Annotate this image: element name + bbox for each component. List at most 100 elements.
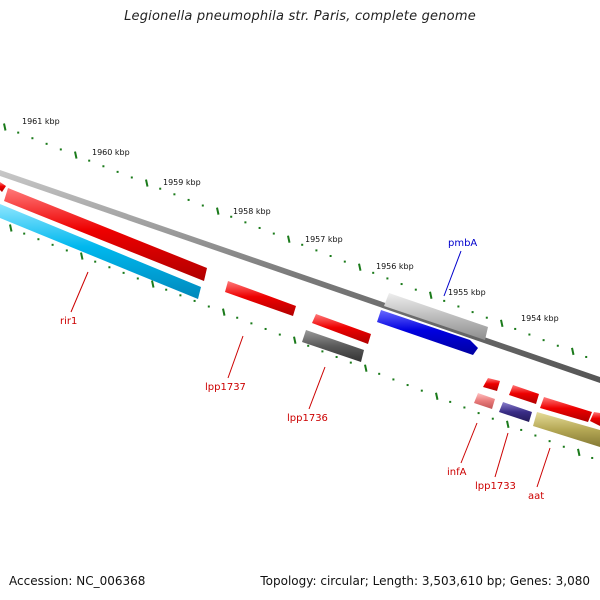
gene-labels: rir1 lpp1737 lpp1736 pmbA infA lpp1733 a… bbox=[60, 238, 544, 502]
tick-minor bbox=[406, 384, 409, 387]
gene-arrow-red[interactable] bbox=[225, 281, 296, 316]
tick-minor bbox=[548, 440, 551, 443]
tick-major bbox=[358, 263, 362, 271]
kbp-label: 1958 kbp bbox=[233, 207, 271, 216]
tick-major bbox=[145, 179, 149, 187]
tick-minor bbox=[37, 238, 40, 241]
tick-minor bbox=[31, 137, 34, 140]
gene-arrow-blue[interactable] bbox=[377, 310, 478, 355]
tick-minor bbox=[207, 305, 210, 308]
tick-minor bbox=[59, 148, 62, 151]
tick-major bbox=[506, 420, 510, 429]
tick-minor bbox=[528, 333, 531, 336]
tick-minor bbox=[392, 378, 395, 381]
tick-minor bbox=[514, 327, 517, 330]
leader-line bbox=[227, 335, 244, 379]
tick-major bbox=[364, 364, 368, 372]
leader-line bbox=[536, 447, 551, 488]
kbp-label: 1960 kbp bbox=[92, 148, 130, 157]
tick-minor bbox=[386, 277, 389, 280]
kbp-label: 1959 kbp bbox=[163, 178, 201, 187]
tick-minor bbox=[343, 260, 346, 263]
gene-label-lpp1733[interactable]: lpp1733 bbox=[475, 481, 516, 492]
tick-minor bbox=[130, 176, 133, 179]
tick-minor bbox=[585, 355, 588, 358]
tick-major bbox=[429, 291, 433, 299]
tick-minor bbox=[542, 339, 545, 342]
tick-minor bbox=[201, 204, 204, 207]
gene-label-pmbA[interactable]: pmbA bbox=[448, 238, 477, 249]
tick-minor bbox=[65, 249, 68, 252]
tick-minor bbox=[449, 400, 452, 403]
gene-label-rir1[interactable]: rir1 bbox=[60, 316, 77, 327]
gene-label-lpp1736[interactable]: lpp1736 bbox=[287, 413, 328, 424]
tick-minor bbox=[23, 232, 26, 235]
tick-minor bbox=[315, 249, 318, 252]
gene-arrow-red[interactable] bbox=[483, 378, 500, 391]
gene-arrow-red[interactable] bbox=[312, 314, 371, 344]
tick-minor bbox=[108, 266, 111, 269]
tick-minor bbox=[236, 316, 239, 319]
forward-genes bbox=[0, 182, 600, 426]
gene-arrow-red[interactable] bbox=[0, 182, 6, 192]
gene-arrow-pink[interactable] bbox=[474, 393, 495, 409]
tick-minor bbox=[457, 305, 460, 308]
tick-minor bbox=[278, 333, 281, 336]
accession-text: Accession: NC_006368 bbox=[9, 574, 146, 588]
gene-arrow-red[interactable] bbox=[590, 412, 600, 426]
leader-line bbox=[443, 250, 462, 297]
gene-label-lpp1737[interactable]: lpp1737 bbox=[205, 382, 246, 393]
tick-minor bbox=[556, 344, 559, 347]
tick-minor bbox=[562, 445, 565, 448]
tick-major bbox=[577, 448, 581, 457]
gene-arrow-olive[interactable] bbox=[533, 412, 600, 447]
tick-minor bbox=[165, 288, 168, 291]
outer-tick-row bbox=[3, 123, 588, 358]
reverse-genes bbox=[0, 204, 600, 447]
gene-arrow-red[interactable] bbox=[4, 188, 207, 281]
kbp-label: 1956 kbp bbox=[376, 262, 414, 271]
tick-minor bbox=[173, 193, 176, 196]
tick-minor bbox=[301, 243, 304, 246]
tick-minor bbox=[443, 299, 446, 302]
tick-minor bbox=[187, 198, 190, 201]
tick-minor bbox=[420, 389, 423, 392]
tick-major bbox=[435, 392, 439, 400]
gene-arrow-darkgray[interactable] bbox=[302, 330, 364, 362]
tick-minor bbox=[471, 311, 474, 314]
tick-minor bbox=[88, 159, 91, 162]
tick-minor bbox=[179, 294, 182, 297]
tick-minor bbox=[534, 434, 537, 437]
tick-major bbox=[571, 347, 575, 356]
tick-minor bbox=[136, 277, 139, 280]
leader-line bbox=[308, 366, 326, 410]
tick-minor bbox=[491, 417, 494, 420]
tick-major bbox=[500, 319, 504, 328]
leader-line bbox=[494, 432, 509, 478]
tick-major bbox=[216, 207, 220, 215]
tick-minor bbox=[250, 322, 253, 325]
tick-minor bbox=[102, 165, 105, 168]
tick-minor bbox=[51, 243, 54, 246]
tick-minor bbox=[372, 271, 375, 274]
tick-minor bbox=[45, 142, 48, 145]
gene-arrow-purple[interactable] bbox=[499, 402, 532, 422]
tick-major bbox=[9, 224, 13, 232]
tick-minor bbox=[591, 456, 594, 459]
tick-minor bbox=[307, 344, 310, 347]
tick-major bbox=[222, 308, 226, 316]
leader-line bbox=[70, 271, 89, 313]
gene-arrow-red[interactable] bbox=[509, 385, 539, 404]
tick-minor bbox=[400, 283, 403, 286]
tick-minor bbox=[349, 361, 352, 364]
leader-line bbox=[460, 422, 478, 464]
tick-minor bbox=[122, 271, 125, 274]
genome-summary-text: Topology: circular; Length: 3,503,610 bp… bbox=[260, 574, 590, 588]
gene-arrow-red[interactable] bbox=[540, 397, 592, 422]
tick-minor bbox=[520, 428, 523, 431]
gene-arrow-gray[interactable] bbox=[384, 293, 488, 340]
gene-label-infA[interactable]: infA bbox=[447, 467, 467, 478]
gene-arrow-cyan[interactable] bbox=[0, 204, 201, 299]
gene-label-aat[interactable]: aat bbox=[528, 491, 544, 502]
